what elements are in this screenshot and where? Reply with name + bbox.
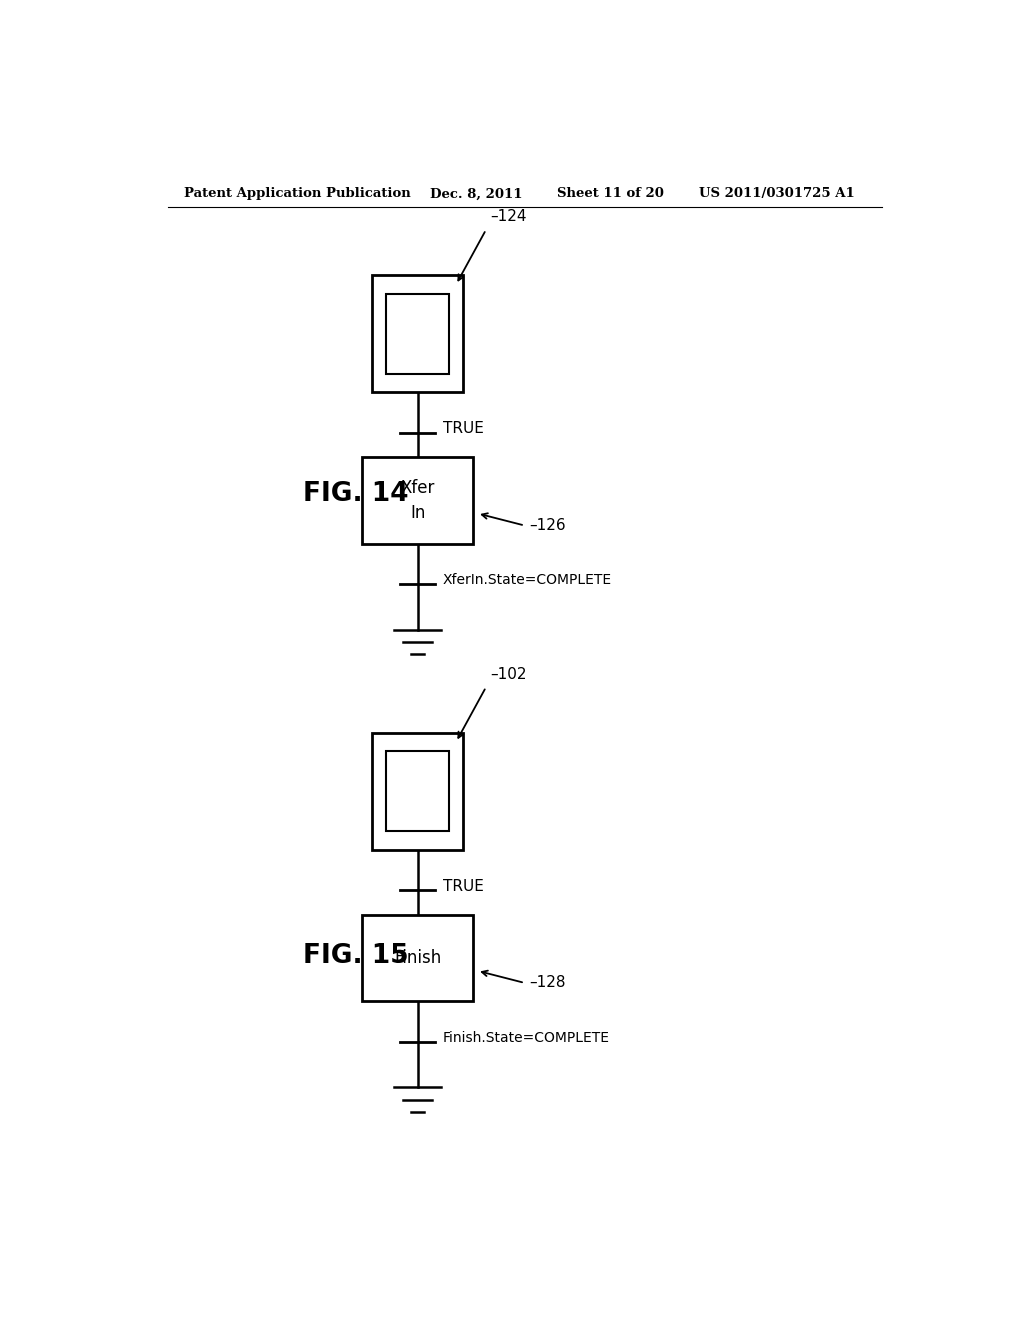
- Text: FIG. 14: FIG. 14: [303, 480, 409, 507]
- Text: Dec. 8, 2011: Dec. 8, 2011: [430, 187, 522, 201]
- Bar: [372, 733, 463, 850]
- Text: TRUE: TRUE: [443, 421, 484, 437]
- Text: –124: –124: [490, 210, 526, 224]
- Text: Patent Application Publication: Patent Application Publication: [183, 187, 411, 201]
- Bar: [362, 915, 473, 1001]
- Text: FIG. 15: FIG. 15: [303, 944, 409, 969]
- Text: TRUE: TRUE: [443, 879, 484, 894]
- Text: Sheet 11 of 20: Sheet 11 of 20: [557, 187, 664, 201]
- Bar: [362, 457, 473, 544]
- Text: XferIn.State=COMPLETE: XferIn.State=COMPLETE: [443, 573, 612, 587]
- Text: –126: –126: [528, 517, 565, 533]
- Text: Xfer
In: Xfer In: [400, 479, 435, 521]
- Text: Finish.State=COMPLETE: Finish.State=COMPLETE: [443, 1031, 610, 1044]
- Text: –102: –102: [490, 667, 526, 682]
- Text: US 2011/0301725 A1: US 2011/0301725 A1: [699, 187, 855, 201]
- Text: –128: –128: [528, 975, 565, 990]
- Text: Finish: Finish: [394, 949, 441, 966]
- Bar: [386, 293, 449, 374]
- Bar: [386, 751, 449, 832]
- Bar: [372, 276, 463, 392]
